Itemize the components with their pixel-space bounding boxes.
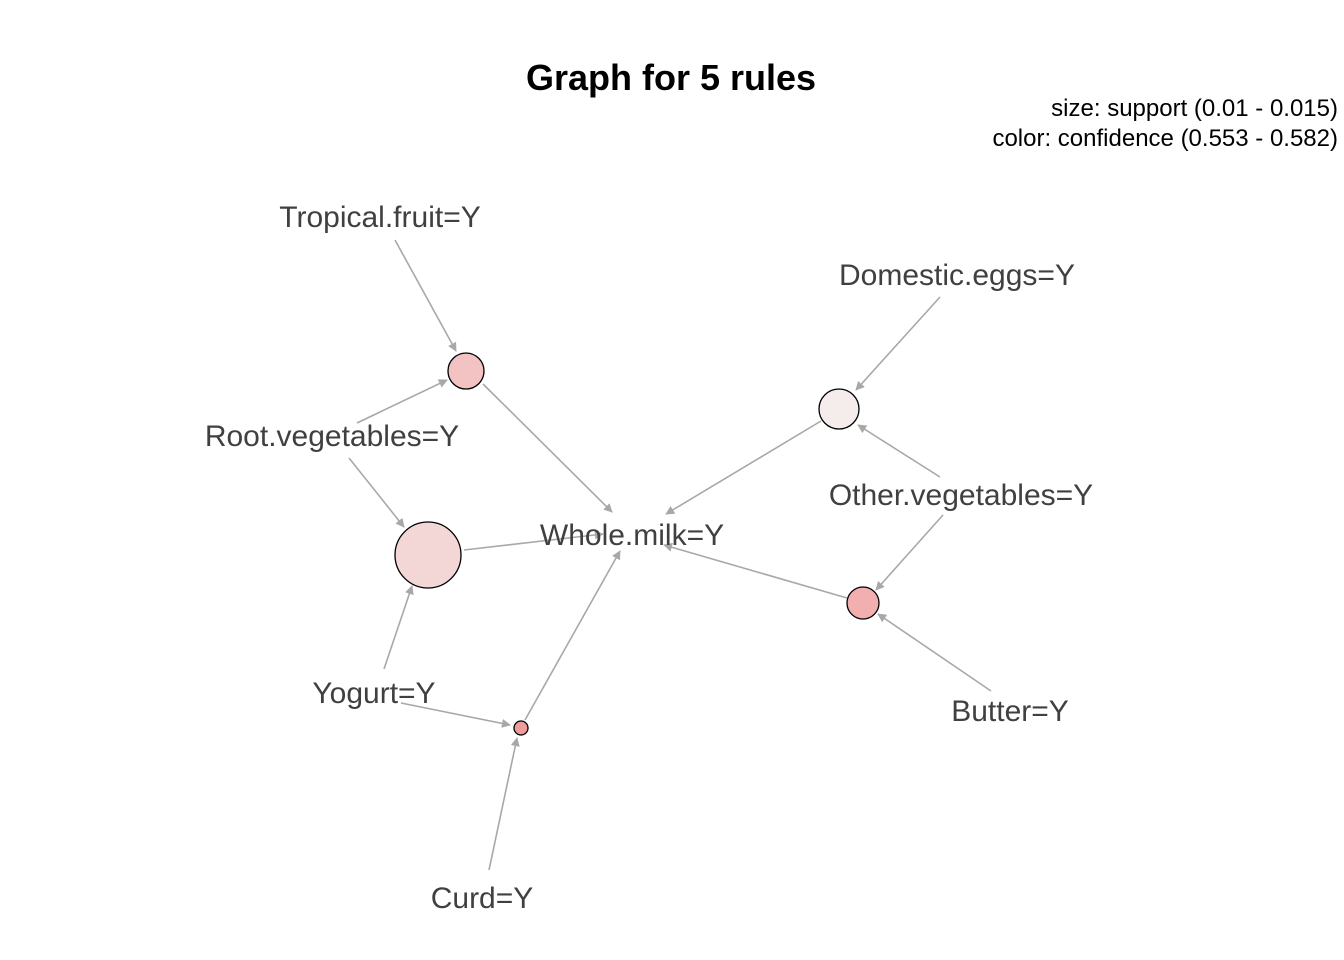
edge-arrow-11 <box>482 383 613 513</box>
item-curd: Curd=Y <box>431 882 534 915</box>
edge-arrow-7 <box>855 296 941 391</box>
legend-color: color: confidence (0.553 - 0.582) <box>992 125 1338 152</box>
item-butter: Butter=Y <box>951 695 1069 728</box>
rule-node-r4[interactable] <box>818 388 860 430</box>
item-domestic-eggs: Domestic.eggs=Y <box>839 259 1075 292</box>
edge-arrow-9 <box>875 514 944 591</box>
item-other-vegetables: Other.vegetables=Y <box>829 479 1093 512</box>
rule-node-r3[interactable] <box>513 720 529 736</box>
graph-title: Graph for 5 rules <box>526 57 816 98</box>
legend-size: size: support (0.01 - 0.015) <box>1051 95 1338 122</box>
edge-arrow-14 <box>665 420 822 515</box>
edge-arrow-3 <box>348 457 405 528</box>
rule-node-r5[interactable] <box>846 586 880 620</box>
edge-arrow-12 <box>463 530 604 551</box>
edge-arrow-4 <box>383 585 414 670</box>
item-tropical-fruit: Tropical.fruit=Y <box>279 201 480 234</box>
edge-arrow-1 <box>394 239 457 352</box>
item-root-vegetables: Root.vegetables=Y <box>205 420 459 453</box>
edges <box>348 239 992 871</box>
edge-arrow-8 <box>857 424 941 478</box>
edge-arrow-15 <box>663 542 848 599</box>
edge-arrow-10 <box>877 613 992 692</box>
item-yogurt: Yogurt=Y <box>312 677 435 710</box>
edge-arrow-2 <box>356 379 448 424</box>
edge-arrow-13 <box>524 550 621 721</box>
item-whole-milk: Whole.milk=Y <box>540 519 724 552</box>
rule-node-r1[interactable] <box>447 352 485 390</box>
edge-arrow-6 <box>488 737 520 871</box>
edge-arrow-5 <box>400 702 511 728</box>
item-labels: Tropical.fruit=Y Root.vegetables=Y Yogur… <box>205 201 1093 915</box>
rule-node-r2[interactable] <box>394 521 462 589</box>
rule-nodes <box>394 352 880 736</box>
